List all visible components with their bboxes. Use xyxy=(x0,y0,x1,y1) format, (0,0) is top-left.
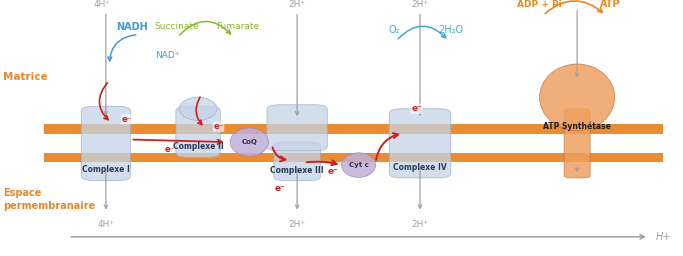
Text: 2H⁺: 2H⁺ xyxy=(288,0,306,9)
Text: H+: H+ xyxy=(656,232,671,242)
Text: Matrice: Matrice xyxy=(3,72,48,82)
Text: Succinate: Succinate xyxy=(154,22,199,31)
Text: 2H⁺: 2H⁺ xyxy=(411,220,429,229)
Text: Espace
permembranaire: Espace permembranaire xyxy=(3,188,96,211)
Text: 2H₂O: 2H₂O xyxy=(438,25,463,35)
Ellipse shape xyxy=(540,64,615,131)
FancyBboxPatch shape xyxy=(81,106,130,180)
Text: e⁻: e⁻ xyxy=(165,145,174,154)
Text: e⁻: e⁻ xyxy=(122,114,131,124)
Text: Complexe IV: Complexe IV xyxy=(393,163,447,172)
FancyBboxPatch shape xyxy=(267,105,327,151)
FancyBboxPatch shape xyxy=(274,142,320,180)
Text: ATP: ATP xyxy=(600,0,620,9)
Text: ATP Synthétase: ATP Synthétase xyxy=(543,122,611,132)
Text: NADH: NADH xyxy=(116,22,148,32)
Ellipse shape xyxy=(342,153,376,177)
Bar xyxy=(44,153,663,162)
Text: Complexe II: Complexe II xyxy=(173,142,223,151)
Ellipse shape xyxy=(179,97,217,120)
Text: Cyt c: Cyt c xyxy=(348,162,369,168)
Text: 2H⁺: 2H⁺ xyxy=(411,0,429,9)
Text: 4H⁺: 4H⁺ xyxy=(94,0,111,9)
Text: CoQ: CoQ xyxy=(241,139,257,145)
Text: Fumarate: Fumarate xyxy=(216,22,260,31)
Text: e⁻: e⁻ xyxy=(328,167,339,176)
Text: NAD⁺: NAD⁺ xyxy=(155,50,180,60)
Text: Complexe III: Complexe III xyxy=(270,166,324,175)
Text: e⁻: e⁻ xyxy=(214,122,223,131)
Text: Complexe I: Complexe I xyxy=(82,165,130,174)
Text: e⁻: e⁻ xyxy=(411,104,422,113)
FancyBboxPatch shape xyxy=(176,106,220,157)
Ellipse shape xyxy=(230,128,268,156)
Bar xyxy=(44,124,663,134)
FancyBboxPatch shape xyxy=(564,109,590,178)
Text: ADP + Pi: ADP + Pi xyxy=(517,0,562,9)
Text: 2H⁺: 2H⁺ xyxy=(288,220,306,229)
FancyBboxPatch shape xyxy=(389,109,451,178)
Text: 4H⁺: 4H⁺ xyxy=(97,220,115,229)
Text: e⁻: e⁻ xyxy=(275,184,285,193)
Text: O₂: O₂ xyxy=(389,25,400,35)
